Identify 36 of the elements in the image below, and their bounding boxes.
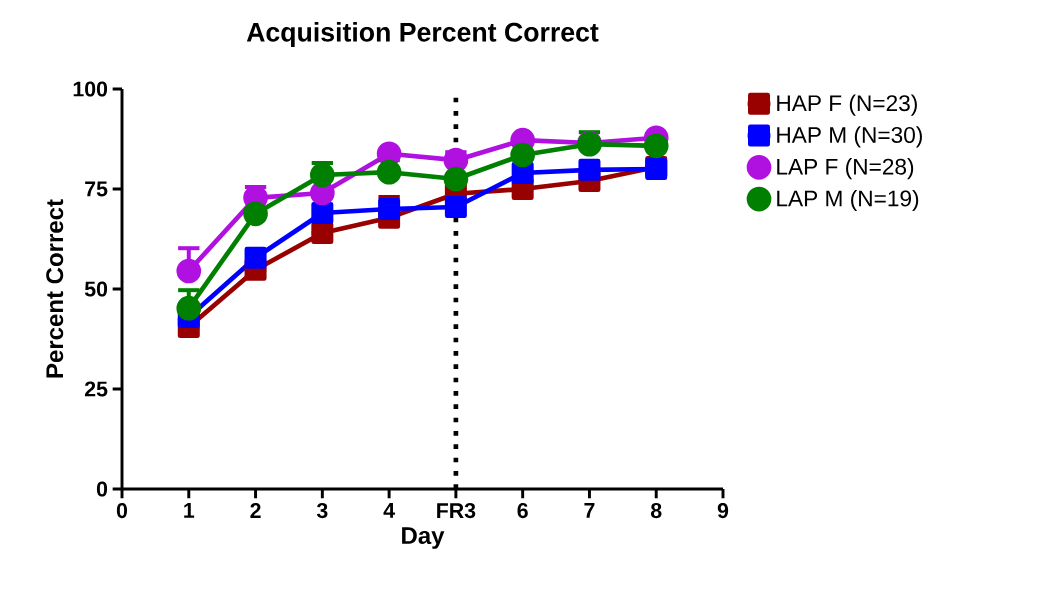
point (311, 221, 334, 245)
x-tick-label: 2 (250, 503, 261, 518)
x-tick-label: 8 (650, 503, 662, 519)
y-tick-label: 0 (96, 481, 108, 497)
chart-title: Acquisition Percent Correct (246, 22, 599, 47)
legend-label: LAP F (N=28) (777, 158, 914, 180)
point (244, 246, 267, 269)
point (643, 133, 669, 159)
y-tick-label: 25 (84, 381, 108, 397)
legend-label: HAP M (N=30) (777, 126, 922, 148)
point (443, 166, 469, 192)
y-tick-label: 100 (73, 81, 108, 97)
x-tick-label: 0 (116, 503, 128, 519)
legend-label: HAP F (N=23) (777, 94, 917, 116)
x-tick-label: 3 (316, 503, 328, 519)
x-tick-label: FR3 (437, 503, 476, 519)
point (376, 159, 402, 185)
point (510, 142, 536, 168)
point (444, 195, 467, 218)
point (378, 197, 401, 221)
x-tick-label: 1 (184, 503, 195, 518)
x-tick-label: 9 (717, 503, 729, 519)
x-tick-label: 7 (584, 503, 595, 518)
point (176, 258, 202, 284)
point (311, 201, 334, 225)
point (578, 158, 601, 181)
x-tick-label: 4 (383, 503, 395, 518)
x-axis-title: Day (402, 527, 445, 549)
y-tick-label: 50 (84, 281, 108, 297)
y-tick-label: 75 (85, 181, 108, 197)
point (310, 162, 335, 188)
legend-label: LAP M (N=19) (777, 189, 919, 211)
point (243, 201, 268, 227)
point (176, 295, 202, 321)
x-tick-label: 6 (517, 503, 528, 519)
y-axis-title: Percent Correct (46, 199, 64, 378)
